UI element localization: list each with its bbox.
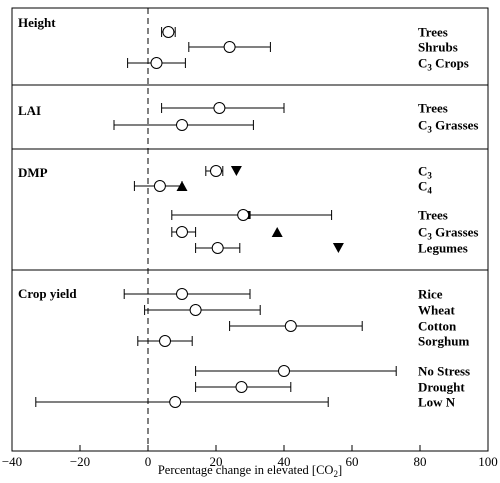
row-label: No Stress	[418, 364, 470, 379]
mean-point	[235, 381, 248, 393]
mean-point	[176, 288, 188, 300]
mean-point	[211, 242, 224, 254]
mean-point	[169, 396, 182, 408]
marker-triangle-up	[271, 227, 283, 237]
row-label: Trees	[418, 25, 448, 40]
row-label: Drought	[418, 380, 465, 395]
mean-point	[210, 165, 222, 177]
row-label: C3 Crops	[418, 56, 469, 73]
x-axis-title: Percentage change in elevated [CO2]	[158, 463, 342, 479]
mean-point	[237, 209, 250, 221]
row-label: C3	[418, 164, 432, 181]
row-label: Shrubs	[418, 40, 458, 55]
row-label: Rice	[418, 287, 443, 302]
mean-point	[176, 119, 188, 131]
row-label: Sorghum	[418, 334, 469, 349]
x-tick-label: 60	[346, 454, 359, 469]
x-tick-label: −20	[70, 454, 90, 469]
mean-point	[213, 102, 226, 114]
row-label: C4	[418, 179, 432, 196]
mean-point	[150, 57, 163, 69]
row-label: Legumes	[418, 241, 468, 256]
row-label: Cotton	[418, 319, 457, 334]
row-label: C3 Grasses	[418, 225, 478, 242]
panel-label: DMP	[18, 165, 48, 180]
mean-point	[159, 335, 171, 347]
panel-label: Height	[18, 15, 56, 30]
mean-point	[153, 180, 166, 192]
mean-point	[278, 365, 290, 377]
x-tick-label: 80	[414, 454, 427, 469]
x-tick-label: 20	[210, 454, 223, 469]
row-label: Trees	[418, 101, 448, 116]
x-tick-label: 40	[278, 454, 291, 469]
marker-triangle-up	[176, 181, 188, 191]
x-tick-label: −40	[2, 454, 22, 469]
x-tick-label: 0	[145, 454, 152, 469]
mean-point	[284, 320, 297, 332]
marker-triangle-down	[230, 166, 242, 176]
panel-label: LAI	[18, 103, 41, 118]
marker-triangle-down	[332, 243, 344, 253]
mean-point	[176, 226, 188, 238]
row-label: Wheat	[418, 303, 456, 318]
row-label: Low N	[418, 395, 456, 410]
mean-point	[223, 41, 236, 53]
plot-frame	[11, 7, 489, 452]
panel-label: Crop yield	[18, 286, 77, 301]
row-label: C3 Grasses	[418, 118, 478, 135]
mean-point	[162, 26, 175, 38]
row-label: Trees	[418, 208, 448, 223]
x-tick-label: 100	[478, 454, 498, 469]
mean-point	[189, 304, 202, 316]
